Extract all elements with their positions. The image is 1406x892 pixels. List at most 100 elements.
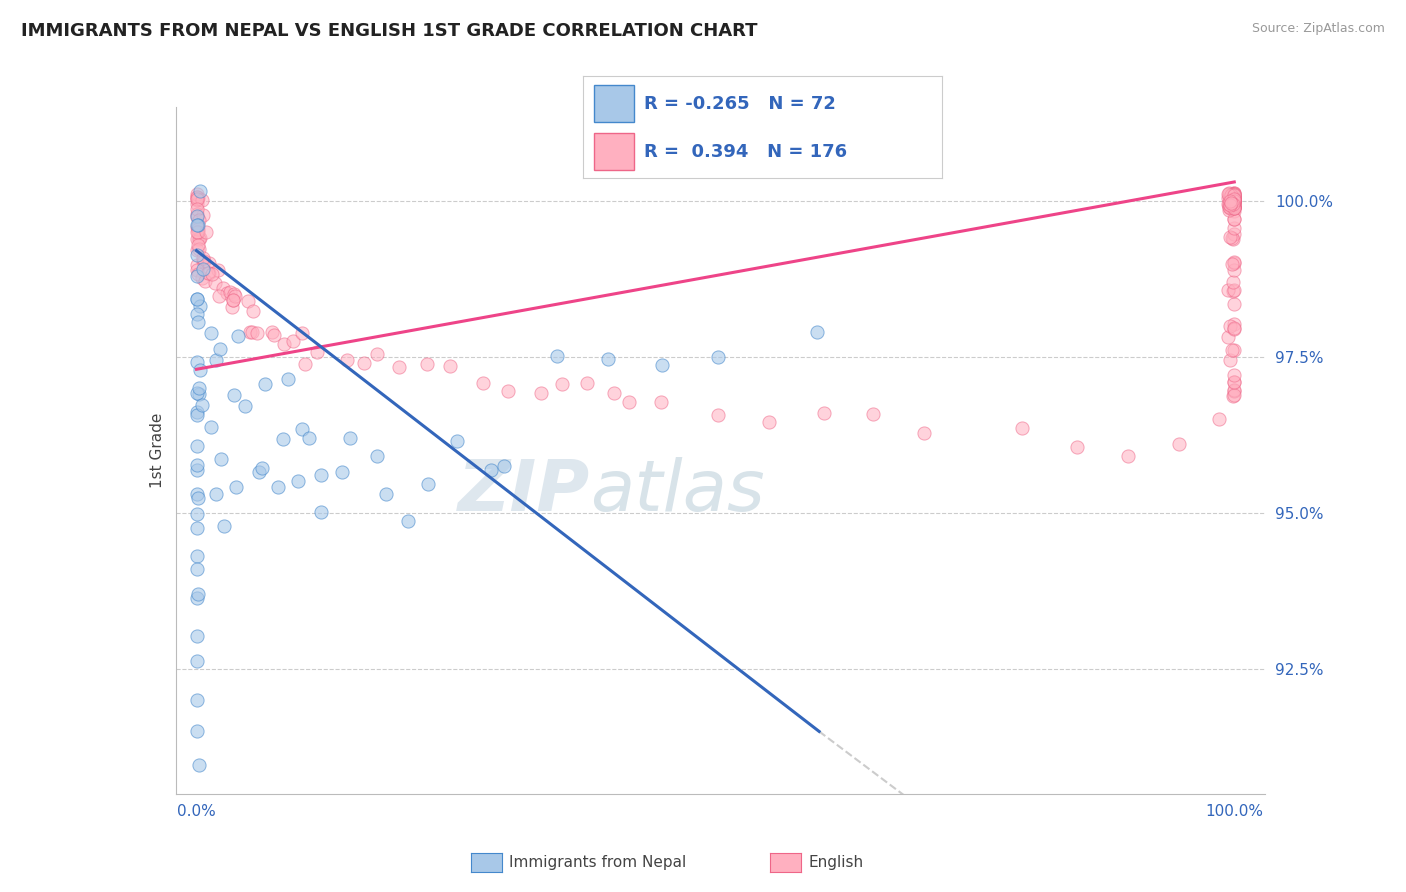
Point	[277, 371, 299, 385]
Point	[186, 591, 208, 606]
Point	[186, 218, 208, 232]
Point	[651, 359, 673, 373]
Point	[862, 407, 884, 421]
Point	[1223, 195, 1246, 210]
Point	[200, 326, 222, 341]
Point	[188, 242, 211, 256]
Point	[1223, 200, 1246, 214]
Point	[191, 270, 214, 285]
Point	[330, 465, 353, 479]
Point	[186, 258, 208, 272]
Point	[1066, 440, 1088, 454]
Text: English: English	[808, 855, 863, 870]
Point	[1223, 297, 1246, 311]
Point	[214, 519, 236, 533]
Point	[218, 285, 240, 300]
Point	[1220, 230, 1243, 244]
Point	[1223, 388, 1246, 402]
Point	[188, 381, 211, 395]
Point	[1219, 319, 1241, 334]
Point	[194, 225, 217, 239]
Point	[186, 408, 208, 422]
Point	[273, 337, 295, 351]
Point	[416, 477, 439, 491]
Point	[1218, 330, 1240, 344]
Point	[1223, 383, 1246, 397]
Point	[233, 399, 256, 413]
Point	[498, 384, 520, 399]
Point	[1222, 275, 1244, 289]
Point	[1223, 375, 1246, 389]
Text: Immigrants from Nepal: Immigrants from Nepal	[509, 855, 686, 870]
Point	[1011, 421, 1033, 435]
Point	[250, 460, 273, 475]
Point	[1220, 186, 1243, 201]
Point	[187, 213, 209, 227]
Point	[187, 225, 209, 239]
Point	[1223, 186, 1246, 201]
Point	[1222, 189, 1244, 203]
Text: IMMIGRANTS FROM NEPAL VS ENGLISH 1ST GRADE CORRELATION CHART: IMMIGRANTS FROM NEPAL VS ENGLISH 1ST GRA…	[21, 22, 758, 40]
Point	[1223, 198, 1246, 212]
Point	[1219, 201, 1241, 215]
Point	[439, 359, 461, 373]
Point	[198, 266, 221, 280]
Point	[1223, 317, 1246, 331]
Point	[187, 758, 209, 772]
Point	[186, 507, 208, 521]
Point	[1223, 199, 1246, 213]
Point	[294, 357, 316, 371]
Point	[186, 207, 208, 221]
Point	[207, 262, 229, 277]
Point	[211, 281, 233, 295]
Text: Source: ZipAtlas.com: Source: ZipAtlas.com	[1251, 22, 1385, 36]
Point	[1168, 437, 1191, 451]
Point	[758, 415, 780, 429]
Point	[186, 244, 208, 258]
Point	[201, 268, 224, 282]
Point	[1222, 389, 1244, 403]
Point	[225, 480, 247, 494]
Point	[240, 325, 263, 339]
Point	[1218, 283, 1240, 297]
Bar	[595, 85, 634, 122]
Point	[188, 230, 211, 244]
Point	[1223, 200, 1246, 214]
Point	[1220, 257, 1243, 271]
Point	[1218, 199, 1240, 213]
Point	[1223, 189, 1246, 203]
Point	[1219, 191, 1241, 205]
Point	[1223, 200, 1246, 214]
Point	[1220, 343, 1243, 357]
Point	[1223, 200, 1246, 214]
Point	[186, 193, 208, 207]
Point	[191, 251, 214, 265]
Point	[263, 328, 285, 343]
Point	[1218, 197, 1240, 211]
Point	[1223, 192, 1246, 206]
Point	[298, 431, 321, 445]
Point	[1223, 194, 1246, 209]
Point	[186, 190, 208, 204]
Point	[1223, 189, 1246, 203]
Point	[1223, 193, 1246, 207]
Point	[1222, 201, 1244, 215]
Point	[1223, 187, 1246, 202]
Point	[1219, 187, 1241, 202]
Point	[208, 342, 231, 356]
Point	[226, 329, 249, 343]
Point	[550, 377, 572, 392]
Point	[366, 449, 388, 463]
Point	[186, 292, 208, 306]
Point	[291, 326, 314, 340]
Point	[186, 209, 208, 223]
Point	[311, 468, 333, 483]
Point	[200, 420, 222, 434]
Point	[239, 325, 262, 339]
Point	[1223, 192, 1246, 206]
Point	[1220, 187, 1243, 202]
Bar	[595, 133, 634, 170]
Point	[197, 267, 219, 281]
Point	[186, 232, 208, 246]
Point	[650, 395, 672, 409]
